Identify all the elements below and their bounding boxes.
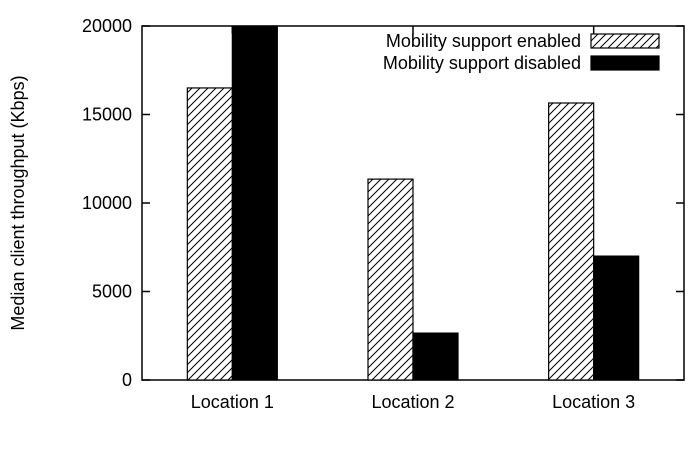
y-tick-label: 0	[122, 370, 132, 390]
y-axis-title: Median client throughput (Kbps)	[8, 75, 28, 330]
bar-disabled-1	[231, 25, 278, 381]
bar-enabled-3	[548, 102, 595, 381]
bar-disabled-3	[593, 255, 640, 381]
bars	[186, 25, 640, 381]
legend-swatch-enabled	[590, 33, 660, 49]
bar-disabled-2	[412, 332, 459, 381]
x-tick-label: Location 2	[371, 392, 454, 412]
x-tick-label: Location 3	[552, 392, 635, 412]
bar-enabled-1	[186, 87, 233, 381]
legend-swatch-disabled	[590, 55, 660, 71]
legend-label-enabled: Mobility support enabled	[386, 31, 581, 51]
x-tick-label: Location 1	[191, 392, 274, 412]
labels: 0 5000 10000 15000 20000 Median client throug…	[8, 16, 635, 412]
y-tick-label: 15000	[82, 105, 132, 125]
y-tick-label: 5000	[92, 282, 132, 302]
y-tick-label: 10000	[82, 193, 132, 213]
y-tick-label: 20000	[82, 16, 132, 36]
legend-label-disabled: Mobility support disabled	[383, 53, 581, 73]
bar-enabled-2	[367, 178, 414, 381]
